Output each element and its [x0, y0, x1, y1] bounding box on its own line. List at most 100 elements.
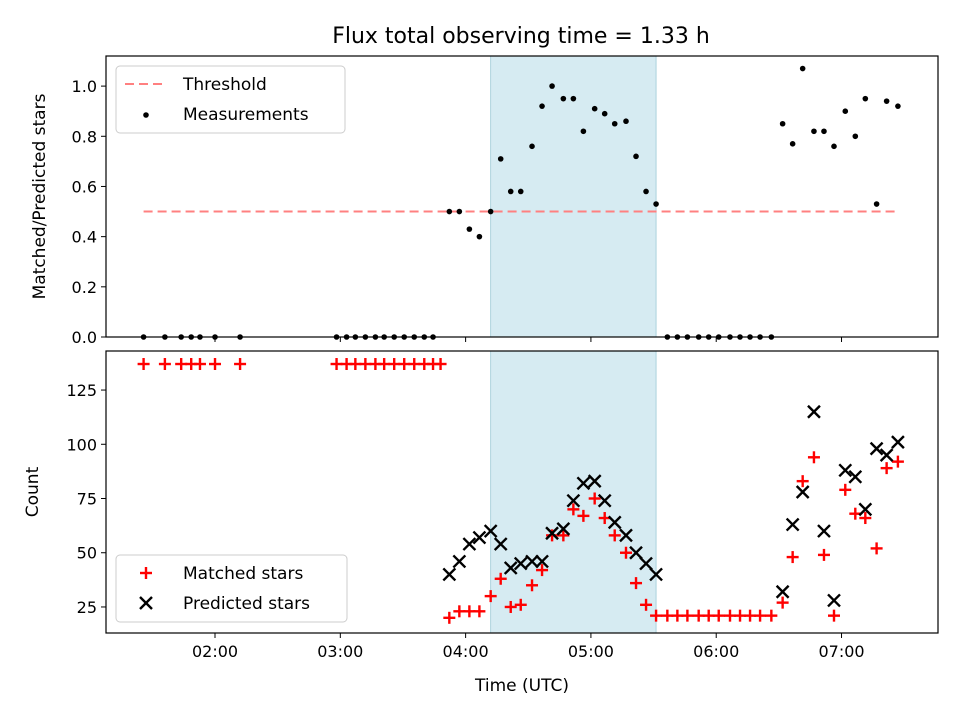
measurement-point	[643, 188, 649, 195]
y-tick-label: 75	[77, 490, 97, 509]
matched-star-point	[398, 358, 411, 371]
matched-star-point	[640, 598, 653, 611]
predicted-star-point	[576, 476, 591, 491]
predicted-star-point	[848, 469, 863, 484]
matched-star-point	[378, 358, 391, 371]
legend-predicted-swatch	[139, 596, 153, 610]
measurement-point	[789, 141, 796, 147]
matched-star-point	[388, 358, 401, 371]
predicted-star-point	[629, 545, 643, 560]
matched-star-point	[463, 605, 476, 618]
matched-star-point	[588, 492, 601, 505]
predicted-star-point	[838, 463, 853, 478]
y-tick-label: 0.6	[72, 177, 97, 196]
matched-star-point	[577, 509, 590, 522]
measurement-point	[831, 143, 837, 150]
matched-star-point	[891, 455, 904, 468]
count-axes-frame	[105, 350, 939, 634]
matched-star-point	[453, 605, 466, 618]
ratio-x-ticks	[214, 337, 843, 342]
measurement-point	[842, 108, 849, 114]
predicted-star-point	[545, 526, 559, 541]
predicted-star-point	[472, 530, 487, 545]
matched-star-point	[754, 609, 767, 622]
y-tick-label: 1.0	[72, 77, 97, 96]
matched-star-point	[839, 483, 852, 496]
matched-star-point	[724, 609, 736, 622]
predicted-star-point	[639, 556, 653, 571]
x-tick-label: 02:00	[192, 642, 238, 661]
matched-star-point	[681, 609, 694, 622]
ratio-y-axis: 0.0 0.2 0.4 0.6 0.8 1.0	[72, 77, 106, 347]
matched-star-point	[526, 579, 539, 592]
count-points	[137, 358, 905, 624]
matched-star-point	[828, 609, 840, 622]
matched-star-point	[692, 609, 705, 622]
predicted-star-point	[442, 567, 457, 582]
predicted-star-point	[493, 537, 508, 551]
measurement-point	[580, 128, 587, 135]
matched-star-point	[630, 577, 643, 590]
predicted-star-point	[879, 448, 894, 462]
legend-predicted-label: Predicted stars	[183, 594, 310, 614]
matched-star-point	[434, 358, 447, 371]
matched-star-point	[650, 609, 663, 622]
y-tick-label: 0.2	[72, 278, 97, 297]
measurement-point	[895, 103, 901, 109]
predicted-star-point	[785, 517, 800, 532]
matched-star-point	[776, 596, 789, 609]
matched-star-point	[473, 605, 486, 618]
measurement-point	[799, 65, 806, 72]
predicted-star-point	[649, 567, 663, 582]
matched-star-point	[702, 609, 715, 622]
y-tick-label: 125	[66, 381, 97, 400]
count-legend-box	[115, 554, 348, 623]
measurement-point	[539, 103, 545, 109]
ratio-panel: 0.0 0.2 0.4 0.6 0.8 1.0 Matched/Predicted sta…	[30, 55, 939, 347]
legend-matched-label: Matched stars	[183, 564, 303, 584]
y-tick-label: 0.8	[72, 127, 97, 146]
predicted-star-point	[462, 537, 477, 551]
predicted-star-point	[607, 515, 622, 530]
count-y-axis-label: Count	[23, 466, 43, 517]
y-tick-label: 25	[77, 598, 97, 617]
matched-star-point	[546, 529, 559, 542]
measurement-point	[633, 153, 639, 160]
legend-measurements-label: Measurements	[183, 105, 309, 125]
predicted-star-point	[587, 474, 602, 489]
matched-star-point	[158, 358, 171, 371]
predicted-star-point	[525, 554, 539, 569]
matched-star-point	[557, 529, 570, 542]
ratio-y-axis-label: Matched/Predicted stars	[30, 93, 50, 299]
matched-star-point	[807, 451, 820, 464]
predicted-star-point	[513, 556, 528, 571]
count-panel: 25 50 75 100 125 02:00 03:00 04:00 05:00 06:00 07…	[23, 350, 939, 696]
matched-star-point	[408, 358, 421, 371]
count-legend: Matched stars Predicted stars	[115, 554, 348, 623]
measurement-point	[821, 128, 827, 135]
x-tick-label: 05:00	[568, 642, 614, 661]
y-tick-label: 0.0	[72, 328, 97, 347]
measurement-point	[862, 95, 869, 102]
ratio-axes-frame	[105, 55, 939, 338]
predicted-star-point	[452, 554, 467, 569]
measurement-point	[852, 133, 859, 140]
observing-window-shade	[490, 350, 657, 634]
matched-star-point	[330, 358, 343, 371]
y-tick-label: 50	[77, 544, 97, 563]
matched-star-point	[870, 542, 883, 555]
matched-star-point	[137, 358, 150, 371]
measurement-point	[529, 143, 535, 150]
measurement-point	[623, 118, 629, 125]
predicted-star-point	[556, 522, 571, 536]
measurement-point	[507, 188, 514, 195]
matched-star-point	[734, 609, 747, 622]
measurement-point	[549, 83, 555, 89]
matched-star-point	[608, 529, 621, 542]
legend-measurements-swatch	[143, 112, 149, 118]
predicted-star-point	[807, 404, 821, 419]
matched-star-point	[567, 503, 580, 516]
measurement-point	[883, 98, 890, 104]
measurement-point	[811, 128, 817, 135]
matched-star-point	[786, 551, 799, 564]
